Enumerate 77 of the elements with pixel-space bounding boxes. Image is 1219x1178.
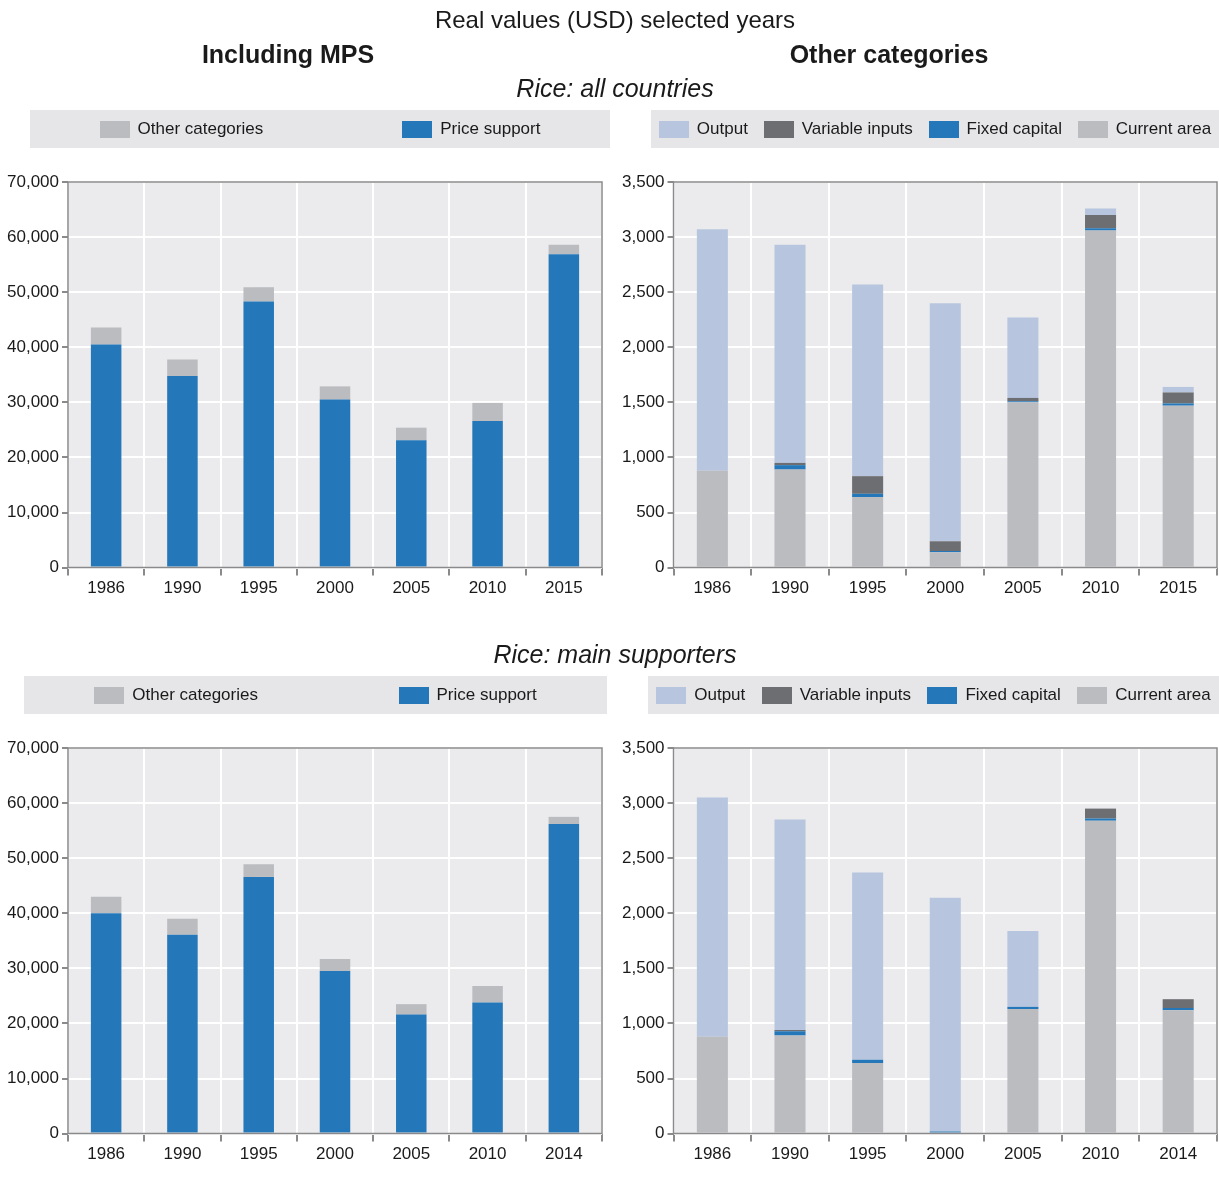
y-tick-label: 60,000	[7, 226, 59, 246]
x-tick-label: 2000	[926, 1144, 965, 1164]
x-tick-label: 2015	[1159, 578, 1198, 598]
x-tick-label: 1990	[771, 578, 809, 598]
y-tick-label: 500	[636, 502, 665, 522]
x-tick-label: 2000	[316, 578, 354, 598]
legend-label: Price support	[439, 119, 541, 139]
y-tick-label: 40,000	[7, 902, 59, 922]
x-tick-label: 1986	[693, 578, 732, 598]
legend-label: Other categories	[131, 685, 258, 705]
y-tick-label: 60,000	[7, 792, 59, 812]
y-tick-label: 3,000	[621, 792, 665, 812]
x-tick-label: 1986	[693, 1144, 732, 1164]
y-tick-label: 10,000	[7, 502, 59, 522]
y-tick-label: 40,000	[7, 336, 59, 356]
x-tick-label: 1986	[87, 1144, 126, 1164]
y-tick-label: 50,000	[7, 847, 59, 867]
x-tick-label: 2000	[926, 578, 965, 598]
y-tick-label: 1,500	[621, 958, 665, 978]
y-tick-label: 30,000	[7, 958, 59, 978]
chart-title: Other categories	[789, 40, 989, 69]
text: Rice: main supporters	[493, 640, 737, 669]
x-tick-label: 2000	[316, 1144, 354, 1164]
legend-label: Price support	[435, 685, 537, 705]
y-tick-label: 0	[655, 1123, 665, 1143]
legend-label: Variable inputs	[800, 119, 913, 139]
legend-label: Current area	[1114, 685, 1211, 705]
x-tick-label: 2010	[468, 578, 507, 598]
y-tick-label: 50,000	[7, 281, 59, 301]
x-tick-label: 2005	[1003, 1144, 1042, 1164]
y-tick-label: 2,000	[621, 902, 665, 922]
legend-label: Fixed capital	[965, 119, 1062, 139]
x-tick-label: 2005	[1003, 578, 1042, 598]
y-tick-label: 0	[655, 557, 665, 577]
y-tick-label: 1,000	[621, 447, 665, 467]
x-tick-label: 1990	[163, 1144, 202, 1164]
y-tick-label: 70,000	[7, 737, 59, 757]
x-tick-label: 1995	[848, 1144, 887, 1164]
y-tick-label: 0	[49, 1123, 59, 1143]
legend-label: Variable inputs	[798, 685, 911, 705]
legend-label: Fixed capital	[964, 685, 1061, 705]
x-tick-label: 2015	[544, 578, 583, 598]
x-tick-label: 2005	[392, 1144, 431, 1164]
y-tick-label: 3,000	[621, 226, 665, 246]
x-tick-label: 2010	[468, 1144, 507, 1164]
x-tick-label: 2005	[392, 578, 431, 598]
y-tick-label: 500	[636, 1068, 665, 1088]
y-tick-label: 10,000	[7, 1068, 59, 1088]
y-tick-label: 1,500	[621, 392, 665, 412]
y-tick-label: 0	[49, 557, 59, 577]
chart-title: Including MPS	[201, 40, 375, 69]
text: Rice: all countries	[516, 74, 714, 103]
legend-label: Output	[695, 119, 748, 139]
y-tick-label: 3,500	[621, 171, 665, 191]
legend-label: Other categories	[136, 119, 264, 139]
x-tick-label: 1995	[848, 578, 887, 598]
chart-subtitle: Real values (USD) selected years	[434, 6, 796, 34]
y-tick-label: 30,000	[7, 392, 59, 412]
x-tick-label: 1986	[87, 578, 126, 598]
x-tick-label: 1990	[163, 578, 202, 598]
y-tick-label: 2,500	[621, 281, 665, 301]
legend-label: Output	[693, 685, 746, 705]
y-tick-label: 2,000	[621, 336, 665, 356]
x-tick-label: 2010	[1081, 578, 1120, 598]
x-tick-label: 1995	[239, 578, 278, 598]
x-tick-label: 2010	[1081, 1144, 1120, 1164]
x-tick-label: 1990	[771, 1144, 809, 1164]
y-tick-label: 20,000	[7, 1013, 59, 1033]
legend-label: Current area	[1114, 119, 1212, 139]
y-tick-label: 1,000	[621, 1013, 665, 1033]
x-tick-label: 1995	[239, 1144, 278, 1164]
y-tick-label: 20,000	[7, 447, 59, 467]
y-tick-label: 3,500	[621, 737, 665, 757]
x-tick-label: 2014	[544, 1144, 583, 1164]
x-tick-label: 2014	[1159, 1144, 1198, 1164]
y-tick-label: 2,500	[621, 847, 665, 867]
y-tick-label: 70,000	[7, 171, 59, 191]
